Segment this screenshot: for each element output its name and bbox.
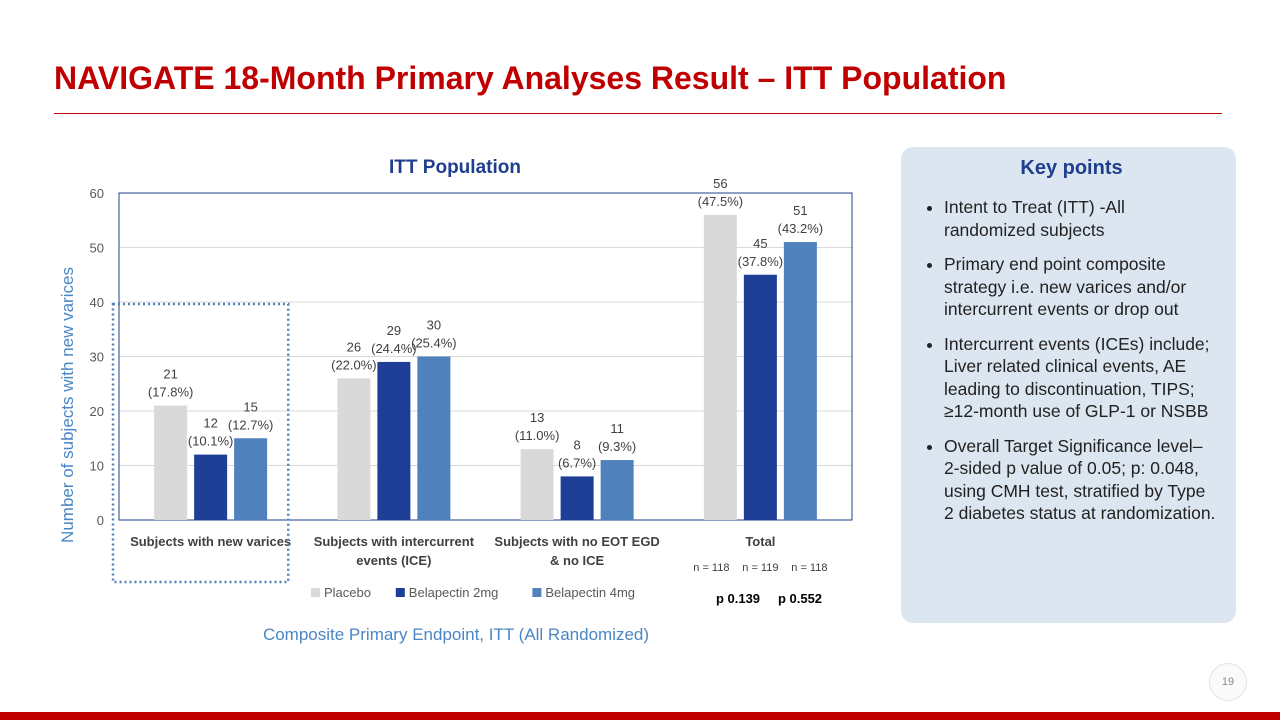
data-label-percent: (11.0%) xyxy=(515,428,560,443)
x-category-label: events (ICE) xyxy=(356,553,431,568)
key-point-item: Overall Target Significance level– 2-sid… xyxy=(944,435,1218,525)
p-value-label: p 0.552 xyxy=(778,591,822,606)
data-label-percent: (47.5%) xyxy=(698,194,744,209)
highlight-box xyxy=(111,302,290,584)
page-number: 19 xyxy=(1209,663,1247,701)
legend-swatch-belapectin-2mg xyxy=(395,588,405,597)
bar-belapectin-2mg xyxy=(194,454,228,520)
bar-placebo xyxy=(337,378,371,520)
data-label-percent: (37.8%) xyxy=(738,254,784,269)
x-axis-title: Composite Primary Endpoint, ITT (All Ran… xyxy=(263,625,649,644)
bar-belapectin-2mg xyxy=(377,361,411,520)
data-label-value: 15 xyxy=(243,399,257,414)
x-category-label: Total xyxy=(745,534,775,549)
x-category-label: Subjects with intercurrent xyxy=(314,534,475,549)
key-points-list: Intent to Treat (ITT) -All randomized su… xyxy=(925,196,1218,525)
legend-swatch-belapectin-4mg xyxy=(532,588,542,597)
key-point-item: Intent to Treat (ITT) -All randomized su… xyxy=(944,196,1218,241)
data-label-value: 11 xyxy=(610,421,624,436)
bar-placebo xyxy=(154,405,188,520)
legend-label: Placebo xyxy=(324,585,371,600)
key-points-title: Key points xyxy=(1020,157,1123,179)
data-label-value: 30 xyxy=(427,318,441,333)
data-label-percent: (10.1%) xyxy=(188,434,234,449)
data-label-value: 26 xyxy=(347,339,361,354)
n-label: n = 119 xyxy=(742,562,778,574)
y-tick-label: 40 xyxy=(90,295,104,310)
data-label-percent: (6.7%) xyxy=(558,455,596,470)
data-label-value: 12 xyxy=(203,416,217,431)
data-label-value: 21 xyxy=(163,367,177,382)
legend-label: Belapectin 4mg xyxy=(545,585,635,600)
bar-placebo xyxy=(703,214,737,521)
key-point-item: Intercurrent events (ICEs) include; Live… xyxy=(944,333,1218,423)
data-label-percent: (22.0%) xyxy=(331,357,377,372)
data-label-value: 13 xyxy=(530,410,544,425)
plot-frame xyxy=(118,192,853,521)
data-label-percent: (24.4%) xyxy=(371,341,417,356)
data-label-value: 29 xyxy=(387,323,401,338)
footer-bar xyxy=(0,712,1280,720)
bar-belapectin-4mg xyxy=(417,356,451,520)
data-label-percent: (12.7%) xyxy=(228,417,274,432)
y-tick-label: 30 xyxy=(90,350,104,365)
data-label-percent: (25.4%) xyxy=(411,336,457,351)
title-divider xyxy=(54,113,1222,114)
bar-belapectin-4mg xyxy=(600,460,634,520)
slide-title: NAVIGATE 18-Month Primary Analyses Resul… xyxy=(54,60,1007,96)
y-tick-label: 60 xyxy=(90,186,104,201)
key-point-item: Primary end point composite strategy i.e… xyxy=(944,253,1218,321)
data-label-value: 56 xyxy=(713,176,727,191)
y-tick-label: 20 xyxy=(90,404,104,419)
n-label: n = 118 xyxy=(791,562,827,574)
legend-swatch-placebo xyxy=(311,588,320,597)
x-category-label: & no ICE xyxy=(550,553,604,568)
data-label-value: 45 xyxy=(753,236,767,251)
n-label: n = 118 xyxy=(693,562,729,574)
bar-belapectin-2mg xyxy=(560,476,594,520)
y-tick-label: 10 xyxy=(90,459,104,474)
y-axis-title: Number of subjects with new varices xyxy=(58,267,77,543)
y-tick-label: 50 xyxy=(90,241,104,256)
bar-chart: ITT Population 0 10 20 30 40 50 60 21 (17.8%) 12 (1… xyxy=(58,157,853,644)
data-label-value: 51 xyxy=(793,203,807,218)
bar-belapectin-2mg xyxy=(743,274,777,520)
chart-title: ITT Population xyxy=(389,157,521,178)
x-category-label: Subjects with new varices xyxy=(130,534,291,549)
key-points-panel: Key points Intent to Treat (ITT) -All ra… xyxy=(901,147,1236,623)
data-label-value: 8 xyxy=(574,437,581,452)
data-label-percent: (17.8%) xyxy=(148,385,194,400)
y-tick-label: 0 xyxy=(97,513,104,528)
bar-belapectin-4mg xyxy=(234,438,268,520)
x-category-label: Subjects with no EOT EGD xyxy=(494,534,659,549)
p-value-label: p 0.139 xyxy=(716,591,760,606)
data-label-percent: (9.3%) xyxy=(598,439,636,454)
bar-belapectin-4mg xyxy=(783,242,817,521)
data-label-percent: (43.2%) xyxy=(778,221,824,236)
legend-label: Belapectin 2mg xyxy=(409,585,499,600)
bar-placebo xyxy=(520,449,554,520)
